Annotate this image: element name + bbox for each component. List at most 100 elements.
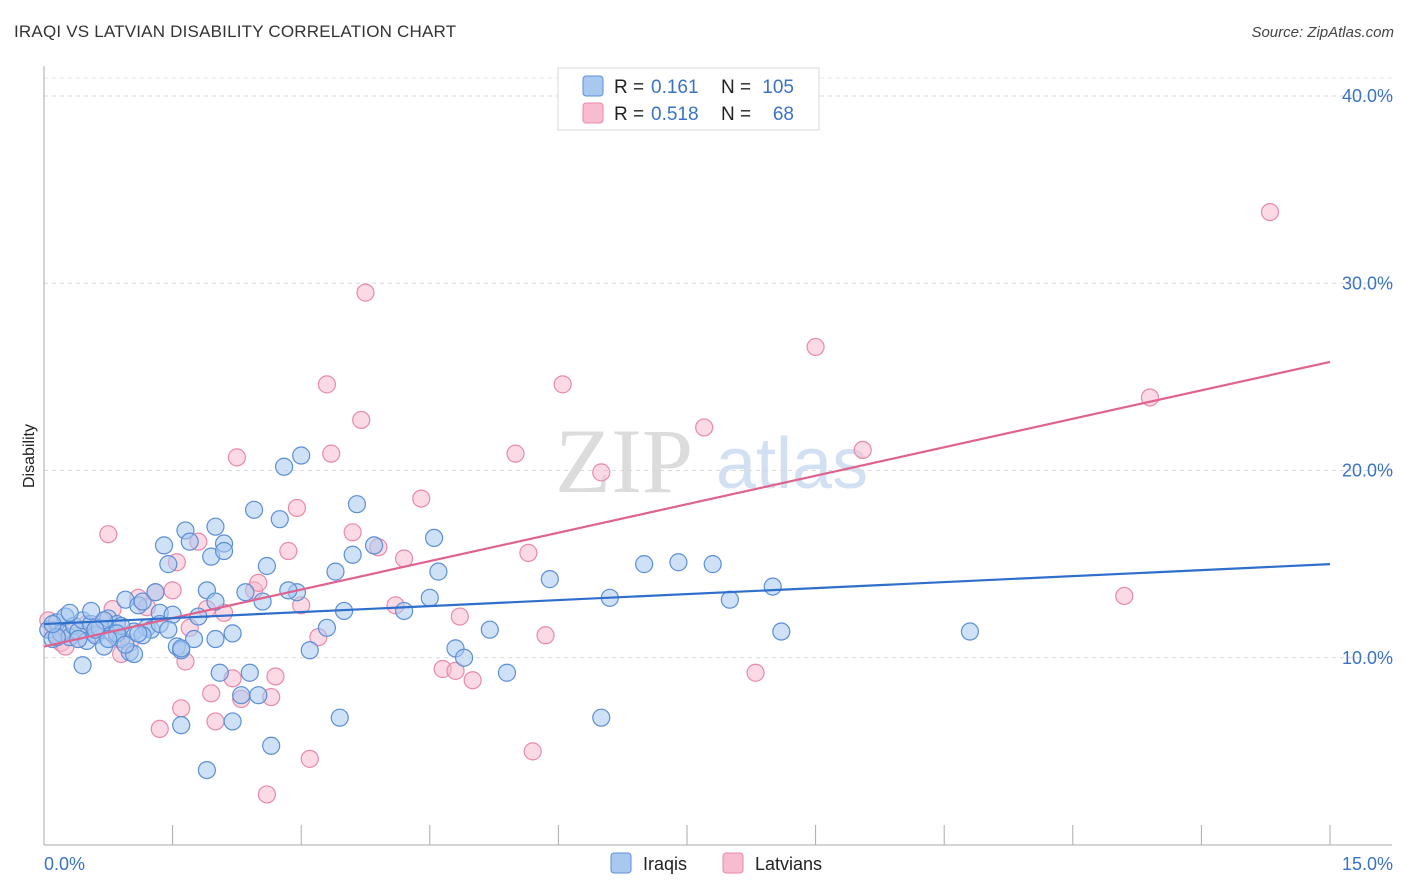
iraqis-point [253,592,272,611]
x-axis-ticks: 0.0% 15.0% [43,825,1393,874]
iraqis-point [772,622,791,641]
source-label: Source: ZipAtlas.com [1251,24,1394,41]
iraqis-point [154,536,174,555]
iraqis-trend-line [43,563,1331,626]
chart-title: IRAQI VS LATVIAN DISABILITY CORRELATION … [14,22,457,41]
latvians-point [287,498,307,518]
iraqis-point [206,592,225,611]
iraqis-point [429,562,448,581]
iraqis-point [210,663,229,682]
legend-iraqis-label: Iraqis [643,854,687,874]
latvians-point [352,410,371,430]
iraqis-point [223,624,242,643]
latvians-point [202,684,221,703]
latvians-r-value: 0.518 [651,104,699,125]
iraqis-n-label: N = [721,77,751,98]
latvians-n-label: N = [721,104,751,125]
y-tick-label: 40.0% [1342,86,1393,106]
iraqis-point [343,545,362,564]
watermark: ZIP atlas [555,410,868,512]
latvians-point [806,337,825,357]
latvians-point [322,444,341,463]
latvians-point [249,573,268,592]
iraqis-point [270,510,289,529]
latvians-point [300,749,319,768]
latvians-point [172,699,191,718]
latvians-point [343,523,362,542]
iraqis-point [540,570,559,589]
iraqis-swatch [582,75,604,97]
iraqis-point [317,618,337,637]
latvians-point [279,541,298,561]
iraqis-point [300,641,319,660]
latvians-swatch [582,102,604,124]
iraqis-r-value: 0.161 [651,77,699,98]
latvians-point [523,742,542,761]
watermark-atlas: atlas [716,424,868,504]
iraqis-point [257,556,277,576]
y-axis-ticks: 10.0% 20.0% 30.0% 40.0% [1342,86,1393,668]
iraqis-point [720,590,739,609]
iraqis-point [159,620,178,639]
iraqis-point [364,536,384,555]
stats-legend: R = 0.161 N = 105 R = 0.518 N = 68 [557,67,820,131]
iraqis-point [172,639,191,658]
latvians-point [356,283,375,302]
latvians-point [506,444,525,463]
iraqis-point [116,635,135,654]
iraqis-point [244,500,264,519]
latvians-point [450,607,469,626]
latvians-point [227,448,246,467]
latvians-point [317,375,337,394]
y-tick-label: 10.0% [1342,648,1393,668]
latvians-point [463,671,482,690]
latvians-point [553,375,572,394]
latvians-point [853,440,872,460]
iraqis-point [292,446,311,465]
iraqis-point [60,603,79,622]
x-tick-label-right: 15.0% [1342,854,1393,874]
iraqis-point [347,495,367,514]
iraqis-point [159,555,178,574]
latvians-point [1260,202,1280,222]
latvians-point [1115,586,1134,606]
iraqis-point [240,663,259,682]
iraqis-point [236,583,255,602]
trend-lines [43,360,1331,648]
bottom-legend: Iraqis Latvians [610,852,822,874]
watermark-zip: ZIP [555,410,693,512]
latvians-point [150,719,169,739]
iraqis-point [420,588,439,607]
iraqis-point [223,712,242,731]
latvians-point [163,581,182,600]
legend-latvians-swatch [722,852,744,874]
latvians-point [536,626,555,645]
iraqis-point [184,629,204,649]
latvians-point [266,667,285,686]
iraqis-point [180,532,199,551]
iraqis-point [669,553,688,572]
iraqis-point [172,716,191,735]
latvians-trend-line [43,360,1331,648]
iraqis-point [635,555,654,574]
iraqis-point [424,528,444,548]
iraqis-point [206,629,225,649]
iraqis-point [214,541,234,561]
iraqis-point [274,457,294,476]
y-tick-label: 20.0% [1342,461,1393,481]
iraqis-point [232,686,251,705]
iraqis-point [394,601,414,621]
iraqis-point [99,629,118,649]
latvians-point [257,785,277,804]
axes [43,66,1392,846]
legend-latvians-label: Latvians [755,854,822,874]
iraqis-point [249,686,268,705]
iraqis-point [82,601,101,621]
latvians-point [592,463,611,482]
iraqis-point [206,517,225,536]
iraqis-point [763,577,782,596]
iraqis-point [326,562,345,581]
iraqis-point [133,592,152,611]
iraqis-r-label: R = [614,77,644,98]
